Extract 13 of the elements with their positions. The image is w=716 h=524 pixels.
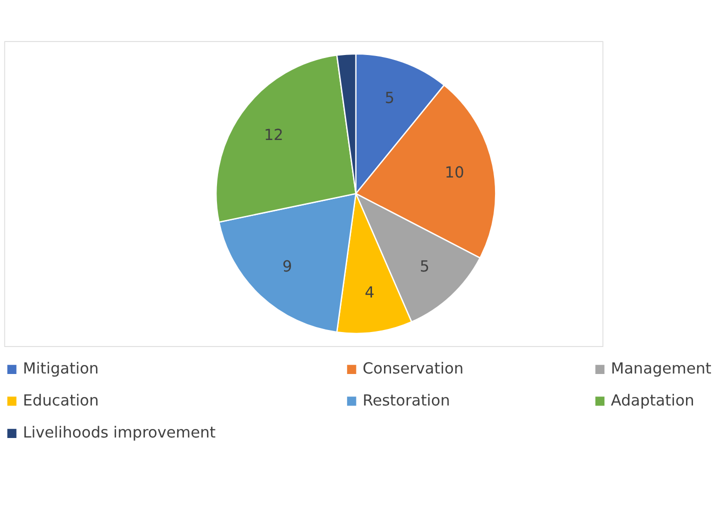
data-label: 9 <box>282 257 292 276</box>
data-label: 10 <box>444 163 464 182</box>
data-label: 5 <box>420 257 430 276</box>
legend-label: Conservation <box>362 360 464 378</box>
data-label: 4 <box>364 284 374 302</box>
legend-label: Restoration <box>362 391 450 410</box>
legend-label: Livelihoods improvement <box>22 424 216 442</box>
legend-label: Adaptation <box>610 391 694 410</box>
legend-label: Mitigation <box>22 360 99 378</box>
legend-label: Management <box>610 360 712 378</box>
data-label: 5 <box>384 89 394 108</box>
data-label: 12 <box>264 126 284 144</box>
legend-label: Education <box>22 391 99 410</box>
